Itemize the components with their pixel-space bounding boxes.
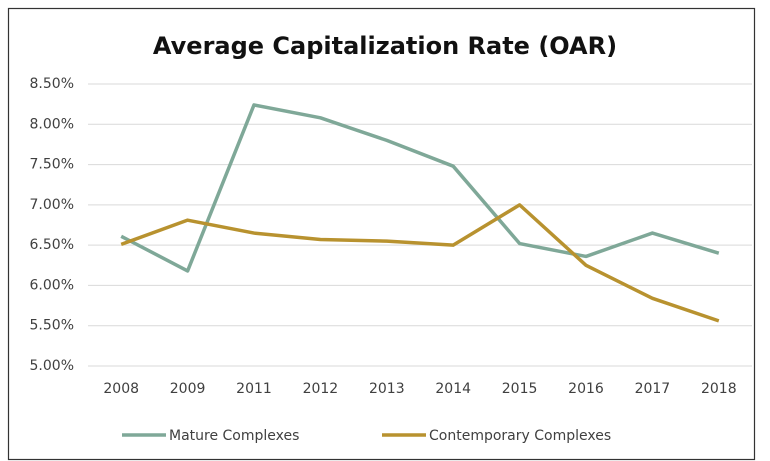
legend-label: Mature Complexes (169, 428, 299, 444)
y-tick-label: 5.00% (30, 358, 74, 374)
x-tick-label: 2013 (369, 381, 405, 397)
y-tick-label: 6.00% (30, 277, 74, 293)
line-series (120, 103, 720, 273)
legend-label: Contemporary Complexes (429, 428, 611, 444)
x-tick-label: 2008 (103, 381, 139, 397)
x-tick-label: 2016 (568, 381, 604, 397)
y-tick-label: 7.00% (30, 197, 74, 213)
y-tick-label: 8.50% (30, 76, 74, 92)
x-tick-label: 2009 (170, 381, 206, 397)
line-series (120, 203, 720, 323)
y-tick-label: 5.50% (30, 318, 74, 334)
x-tick-label: 2017 (635, 381, 671, 397)
chart-title: Average Capitalization Rate (OAR) (153, 32, 617, 60)
y-tick-label: 6.50% (30, 237, 74, 253)
x-tick-label: 2014 (435, 381, 471, 397)
y-tick-label: 7.50% (30, 157, 74, 173)
x-tick-label: 2011 (236, 381, 272, 397)
x-tick-label: 2018 (701, 381, 737, 397)
x-tick-label: 2015 (502, 381, 538, 397)
x-tick-label: 2012 (303, 381, 339, 397)
y-tick-label: 8.00% (30, 116, 74, 132)
